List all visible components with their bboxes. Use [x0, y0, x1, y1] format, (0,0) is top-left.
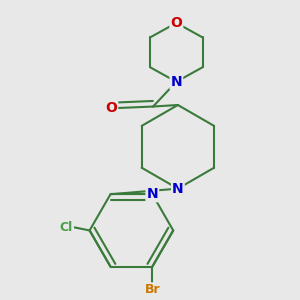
- Text: N: N: [170, 75, 182, 89]
- Text: N: N: [146, 187, 158, 201]
- Text: O: O: [105, 101, 117, 115]
- Text: N: N: [172, 182, 184, 196]
- Text: Cl: Cl: [60, 221, 73, 234]
- Text: O: O: [170, 16, 182, 30]
- Text: Br: Br: [145, 284, 160, 296]
